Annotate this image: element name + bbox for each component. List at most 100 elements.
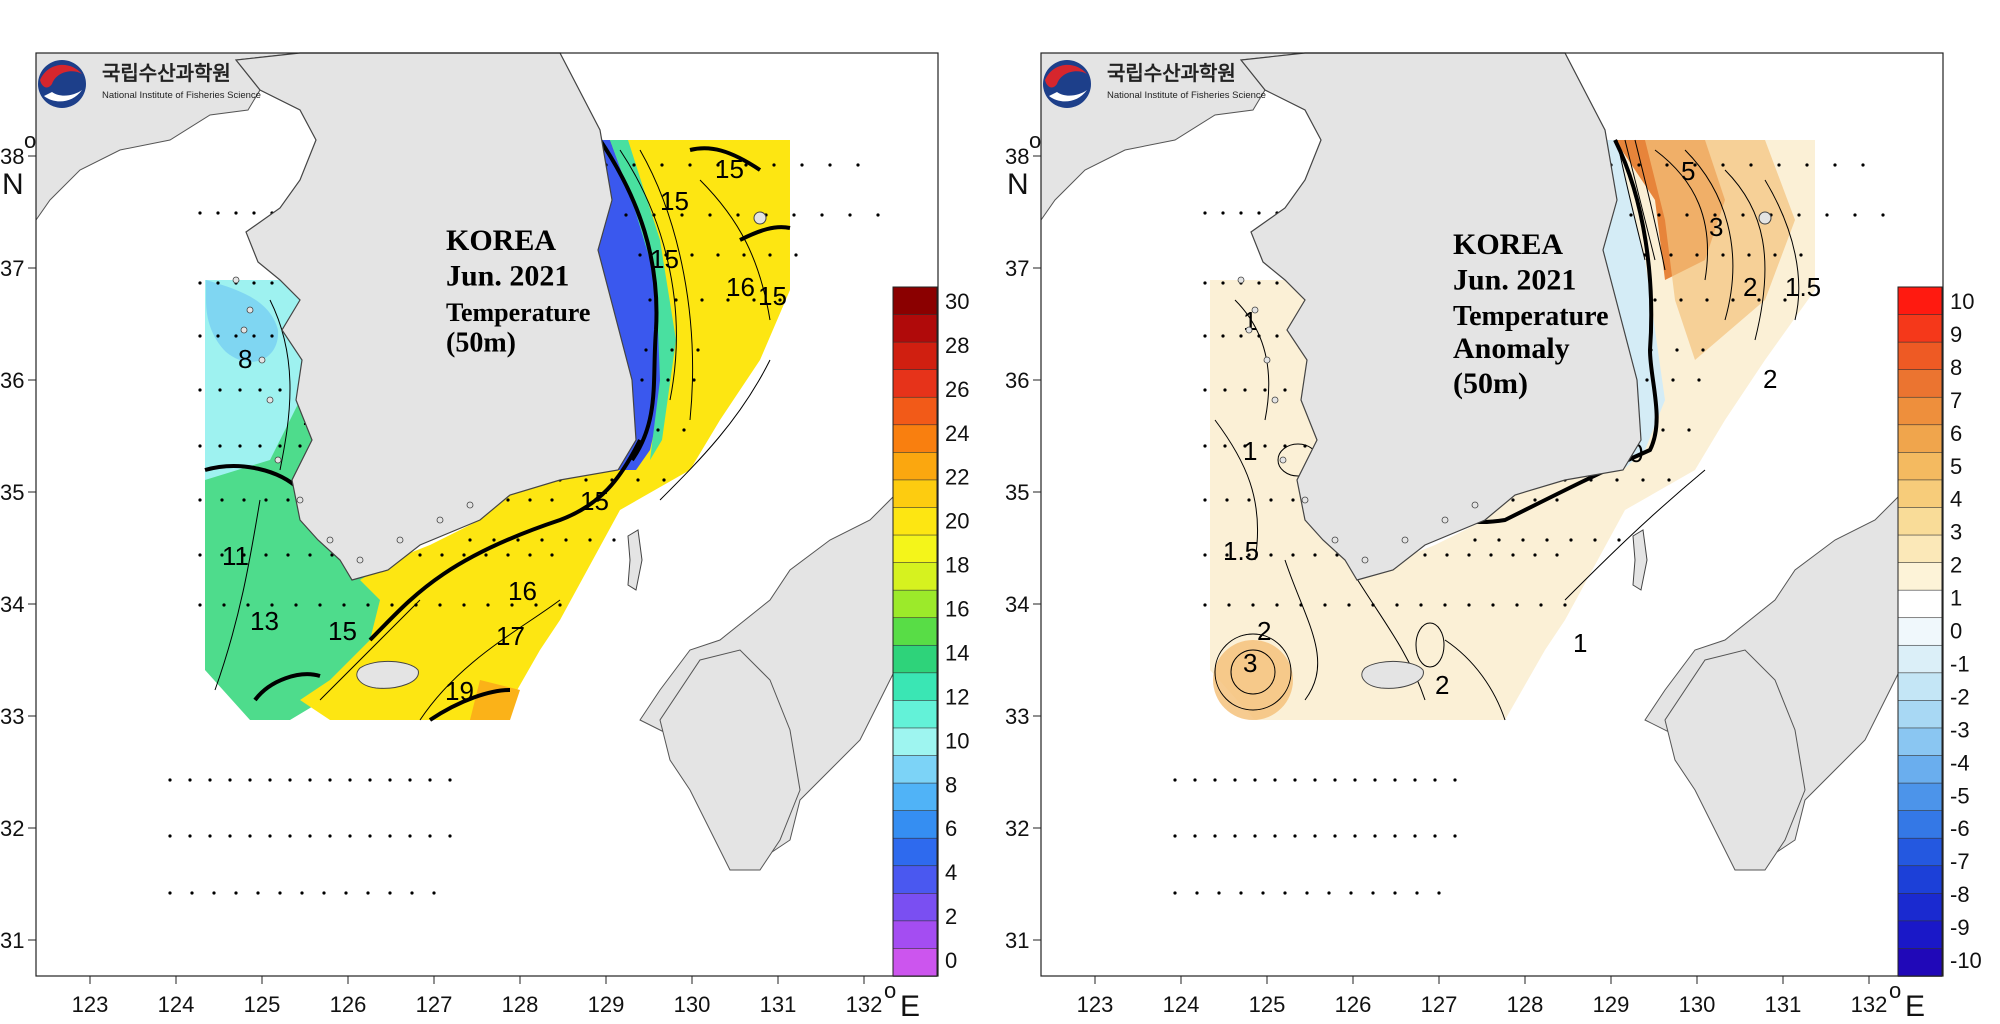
colorbar-swatch (892, 396, 938, 426)
islet (436, 516, 444, 524)
station-dot (1805, 163, 1809, 167)
colorbar-label: 20 (945, 509, 969, 534)
colorbar-frame (1897, 286, 1943, 977)
islet (1301, 496, 1309, 504)
station-dot (528, 498, 532, 502)
station-dot (1415, 891, 1419, 895)
station-dot (1695, 253, 1699, 257)
station-dot (1293, 778, 1297, 782)
station-dot (640, 378, 644, 382)
station-dot (1653, 298, 1657, 302)
station-dot (252, 281, 256, 285)
station-dot (726, 298, 730, 302)
station-dot (484, 553, 488, 557)
station-dot (528, 553, 532, 557)
map-frame (1040, 52, 1944, 977)
station-dot (168, 891, 172, 895)
colorbar-swatch (892, 341, 938, 371)
x-tick-label: 128 (502, 992, 539, 1017)
station-dot (256, 891, 260, 895)
station-dot (632, 163, 636, 167)
station-dot (198, 281, 202, 285)
title-line: (50m) (1453, 367, 1528, 400)
station-dot (1353, 778, 1357, 782)
colorbar-swatch (1897, 314, 1943, 343)
colorbar-label: 2 (1950, 553, 1962, 578)
station-dot (252, 211, 256, 215)
colorbar-swatch (1897, 837, 1943, 867)
station-dot (220, 498, 224, 502)
station-dot (1203, 603, 1207, 607)
colorbar-swatch (892, 837, 938, 867)
station-dot (820, 213, 824, 217)
land-ulleungdo (753, 211, 767, 225)
station-dot (448, 834, 452, 838)
station-dot (624, 213, 628, 217)
colorbar-swatch (1897, 865, 1943, 895)
land-japan-kyushu (1664, 649, 1806, 871)
station-dot (1685, 213, 1689, 217)
station-dot (1239, 334, 1243, 338)
station-dot (1213, 834, 1217, 838)
station-dot (1669, 253, 1673, 257)
x-tick-label: 123 (72, 992, 109, 1017)
station-dot (1269, 553, 1273, 557)
station-dot (1491, 603, 1495, 607)
station-dot (744, 163, 748, 167)
station-dot (1257, 211, 1261, 215)
contour-bold (598, 138, 659, 462)
y-tick-label: 31 (0, 928, 24, 953)
station-dot (1589, 478, 1593, 482)
station-dot (198, 388, 202, 392)
x-tick-label: 130 (674, 992, 711, 1017)
islet (296, 496, 304, 504)
logo-emblem-white (1049, 90, 1087, 102)
station-dot (1667, 478, 1671, 482)
y-tick-label: 36 (1005, 368, 1029, 393)
station-dot (1453, 834, 1457, 838)
title-line: Temperature (446, 298, 590, 327)
contour-label: 1.5 (1785, 272, 1821, 302)
station-dot (1263, 444, 1267, 448)
station-dot (252, 334, 256, 338)
station-dot (1741, 213, 1745, 217)
colorbar-label: -7 (1950, 849, 1970, 874)
station-dot (1173, 891, 1177, 895)
station-dot (1243, 444, 1247, 448)
station-dot (238, 444, 242, 448)
station-dot (278, 388, 282, 392)
station-dot (696, 348, 700, 352)
contour-thin (659, 359, 771, 501)
station-dot (1413, 834, 1417, 838)
station-dot (1783, 298, 1787, 302)
station-dot (1861, 163, 1865, 167)
contour-thin (1616, 139, 1646, 261)
station-dot (198, 211, 202, 215)
contour-label: 13 (250, 606, 279, 636)
station-dot (1713, 213, 1717, 217)
station-dot (318, 603, 322, 607)
x-unit-label: E (900, 990, 920, 1023)
station-dot (188, 834, 192, 838)
station-dot (238, 388, 242, 392)
colorbar-swatch (892, 369, 938, 399)
station-dot (1347, 603, 1351, 607)
land-ulleungdo (1758, 211, 1772, 225)
x-tick-label: 127 (416, 992, 453, 1017)
x-tick-label: 129 (588, 992, 625, 1017)
station-dot (742, 253, 746, 257)
islet (1331, 536, 1339, 544)
station-dot (418, 553, 422, 557)
station-dot (652, 213, 656, 217)
colorbar-swatch (1897, 369, 1943, 399)
map-frame (35, 52, 939, 977)
station-dot (1555, 498, 1559, 502)
station-dot (1511, 553, 1515, 557)
station-dot (1419, 603, 1423, 607)
contour-ring (1230, 649, 1276, 695)
station-dot (1225, 553, 1229, 557)
station-dot (1261, 891, 1265, 895)
colorbar-swatch (892, 672, 938, 702)
colorbar-label: 4 (1950, 487, 1962, 512)
